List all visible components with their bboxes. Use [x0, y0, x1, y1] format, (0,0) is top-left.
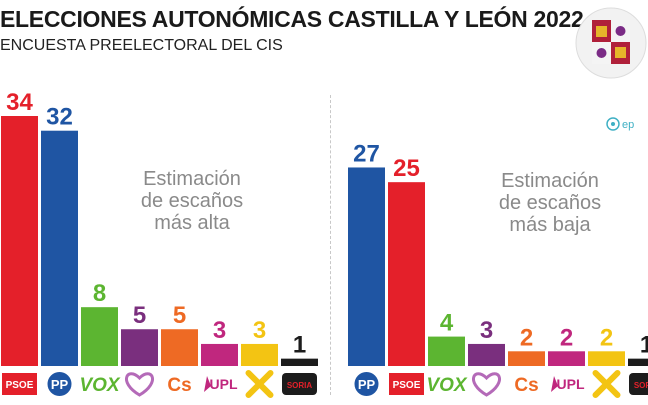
party-logo-pp-1-label: PP [358, 377, 376, 392]
bar-pp-high [41, 130, 78, 366]
party-logo-psoe-1-background [389, 373, 424, 395]
chart-subtitle: ENCUESTA PREELECTORAL DEL CIS [0, 37, 283, 54]
party-logo-soria-ya-0-label: SORIA [287, 381, 313, 390]
bar-soria-ya-high [281, 358, 318, 366]
data-label-unidas-podemos-low: 3 [480, 317, 493, 344]
bar-unidas-podemos-low [468, 343, 505, 366]
data-label-cs-high: 5 [173, 302, 186, 329]
data-label-upl-low: 2 [560, 324, 573, 351]
bar-unidas-podemos-high [121, 329, 158, 366]
bar-xav-low [588, 351, 625, 366]
party-logo-vox-1-label: VOX [426, 375, 467, 396]
data-label-soria-ya-low: 1 [640, 332, 648, 359]
party-logo-cs-0-label: Cs [167, 375, 191, 396]
data-label-psoe-high: 34 [6, 89, 33, 116]
data-label-pp-low: 27 [353, 140, 380, 167]
party-logo-pp-1-badge [354, 372, 379, 396]
annotation-highest-estimate: Estimación de escaños más alta [140, 168, 244, 234]
bar-pp-low [348, 167, 385, 366]
bar-psoe-low [388, 182, 425, 366]
data-label-upl-high: 3 [213, 317, 226, 344]
bar-upl-low [548, 351, 585, 366]
party-logo-unidas-podemos-0-heart [125, 372, 154, 397]
bar-upl-high [201, 343, 238, 366]
bar-vox-low [428, 336, 465, 366]
party-logo-upl-0-label: UPL [210, 376, 238, 392]
bar-psoe-high [1, 116, 38, 366]
party-logo-upl-1-label: UPL [557, 376, 585, 392]
data-label-vox-low: 4 [440, 310, 454, 337]
data-label-xav-high: 3 [253, 317, 266, 344]
bar-cs-high [161, 329, 198, 366]
party-logo-soria-ya-1-label: SORIA [634, 381, 648, 390]
party-logo-vox-0-label: VOX [79, 375, 120, 396]
party-logo-soria-ya-0-background [282, 373, 317, 395]
bar-soria-ya-low [628, 358, 648, 366]
panel-divider [330, 95, 331, 395]
data-label-vox-high: 8 [93, 280, 106, 307]
castilla-leon-coat-of-arms-logo [575, 7, 647, 79]
party-logo-psoe-1-label: PSOE [393, 380, 421, 391]
chart-title: ELECCIONES AUTONÓMICAS CASTILLA Y LEÓN 2… [0, 6, 584, 32]
party-logo-psoe-0-label: PSOE [6, 380, 34, 391]
data-label-xav-low: 2 [600, 324, 613, 351]
source-label: ep [622, 119, 635, 131]
party-logo-psoe-0-background [2, 373, 37, 395]
bar-xav-high [241, 343, 278, 366]
data-label-pp-high: 32 [46, 104, 73, 131]
annotation-lowest-estimate: Estimación de escaños más baja [498, 170, 602, 236]
party-logo-pp-0-label: PP [51, 377, 69, 392]
party-logo-upl-1-lion-mark [551, 376, 558, 392]
data-label-psoe-low: 25 [393, 155, 420, 182]
bar-cs-low [508, 351, 545, 366]
party-logo-unidas-podemos-1-heart [472, 372, 501, 397]
party-logo-cs-1-label: Cs [514, 375, 538, 396]
party-logo-pp-0-badge [47, 372, 72, 396]
source-agency-icon [606, 117, 620, 131]
data-label-unidas-podemos-high: 5 [133, 302, 146, 329]
data-label-soria-ya-high: 1 [293, 332, 306, 359]
data-label-cs-low: 2 [520, 324, 533, 351]
party-logo-upl-0-lion-mark [204, 376, 211, 392]
bar-vox-high [81, 307, 118, 366]
party-logo-soria-ya-1-background [629, 373, 648, 395]
party-logo-xav-0-cross [245, 370, 274, 398]
party-logo-xav-1-cross [592, 370, 621, 398]
